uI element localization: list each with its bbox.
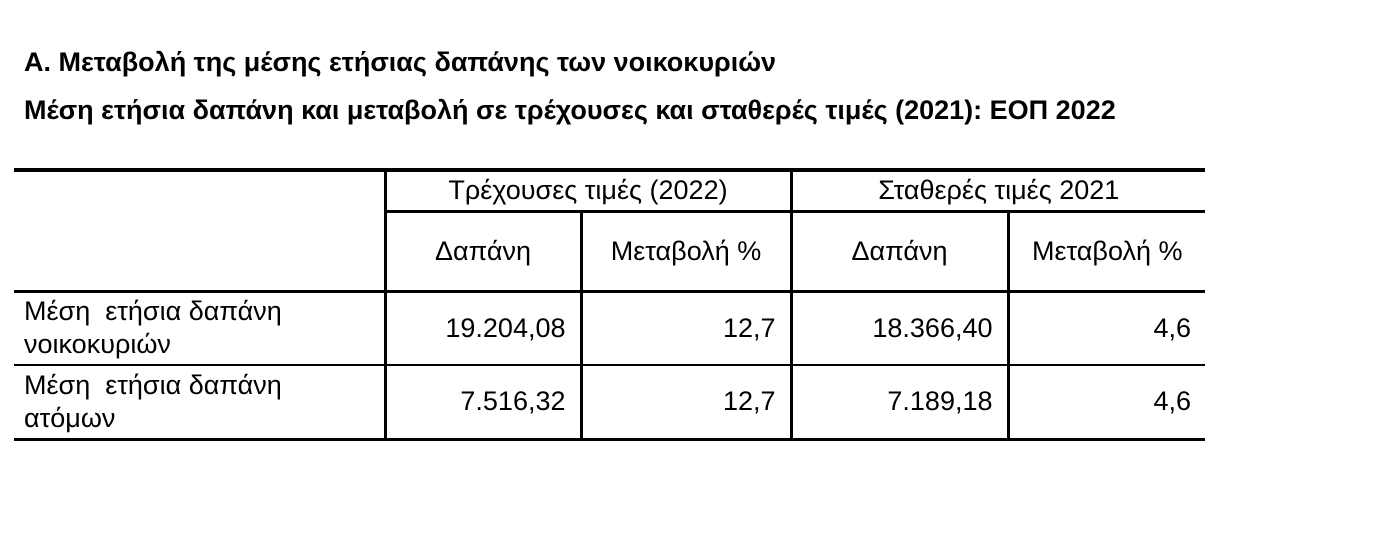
expenditure-table: Τρέχουσες τιμές (2022) Σταθερές τιμές 20… [14, 168, 1205, 441]
titles-block: Α. Μεταβολή της μέσης ετήσιας δαπάνης τω… [24, 0, 1376, 127]
value-cell: 7.516,32 [460, 386, 566, 417]
subheader-expense-current: Δαπάνη [385, 211, 581, 293]
table-title: Μέση ετήσια δαπάνη και μεταβολή σε τρέχο… [24, 95, 1116, 125]
value-cell: 18.366,40 [789, 291, 1008, 366]
value-cell: 12,7 [579, 291, 791, 366]
section-title: Α. Μεταβολή της μέσης ετήσιας δαπάνης τω… [24, 47, 777, 77]
value-cell: 7.189,18 [789, 365, 1008, 439]
row-label: Μέση ετήσια δαπάνη ατόμων [14, 365, 387, 439]
value-cell: 4,6 [1006, 291, 1205, 366]
subheader-expense-constant: Δαπάνη [789, 211, 1008, 293]
group-header-current-prices: Τρέχουσες τιμές (2022) [385, 170, 791, 213]
corner-cell [14, 170, 387, 293]
table-row-persons: Μέση ετήσια δαπάνη ατόμων 7.516,32 12,7 … [14, 365, 1205, 439]
value-cell: 4,6 [1006, 365, 1205, 439]
group-header-constant-prices: Σταθερές τιμές 2021 [789, 170, 1205, 213]
subheader-change-constant: Μεταβολή % [1006, 211, 1205, 293]
value-cell: 19.204,08 [385, 291, 581, 366]
row-label: Μέση ετήσια δαπάνη νοικοκυριών [14, 291, 387, 366]
group-header-row: Τρέχουσες τιμές (2022) Σταθερές τιμές 20… [14, 170, 1205, 293]
sub-header-row: Δαπάνη Μεταβολή % Δαπάνη Μεταβολή % [14, 211, 1205, 293]
table-row-households: Μέση ετήσια δαπάνη νοικοκυριών 19.204,08… [14, 291, 1205, 366]
subheader-change-current: Μεταβολή % [579, 211, 791, 293]
value-cell: 12,7 [579, 365, 791, 439]
